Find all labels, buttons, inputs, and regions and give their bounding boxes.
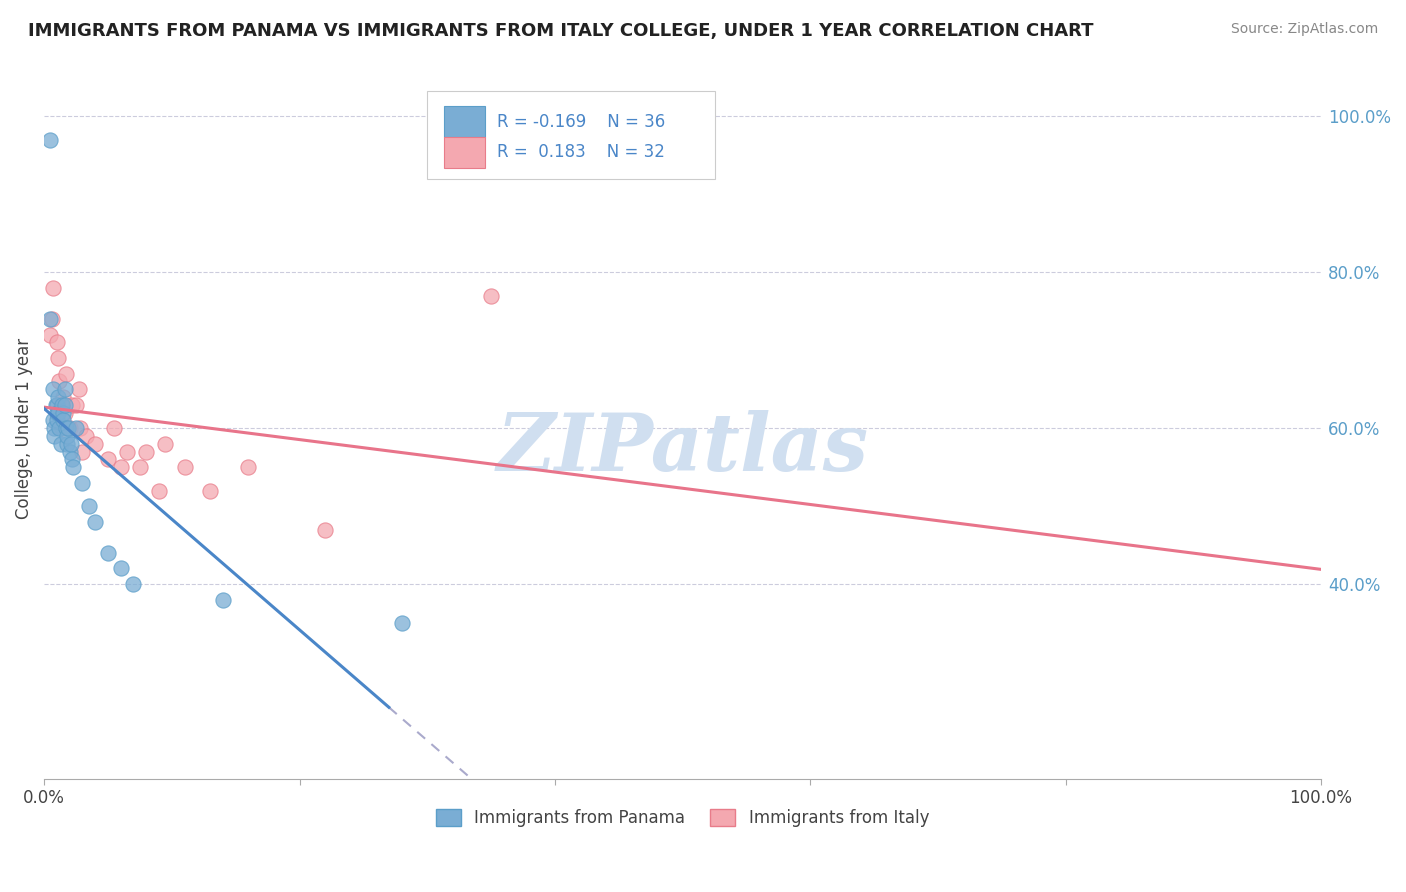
Text: R =  0.183    N = 32: R = 0.183 N = 32	[498, 144, 665, 161]
Point	[62, 460, 84, 475]
Point	[115, 444, 138, 458]
Point	[60, 398, 83, 412]
Point	[45, 406, 67, 420]
Point	[97, 546, 120, 560]
FancyBboxPatch shape	[444, 106, 485, 137]
Point	[77, 499, 100, 513]
Point	[52, 406, 75, 420]
Point	[479, 288, 502, 302]
Point	[69, 421, 91, 435]
Point	[72, 475, 94, 490]
Point	[58, 421, 80, 435]
Point	[51, 398, 73, 412]
Point	[56, 436, 79, 450]
Point	[56, 429, 79, 443]
Point	[42, 281, 65, 295]
Text: R = -0.169    N = 36: R = -0.169 N = 36	[498, 112, 665, 130]
Point	[48, 421, 70, 435]
Point	[53, 398, 76, 412]
Y-axis label: College, Under 1 year: College, Under 1 year	[15, 337, 32, 519]
Point	[39, 327, 62, 342]
Point	[314, 523, 336, 537]
Point	[55, 421, 77, 435]
Point	[42, 382, 65, 396]
Point	[67, 382, 90, 396]
Point	[59, 436, 82, 450]
Point	[44, 429, 66, 443]
Text: ZIPatlas: ZIPatlas	[496, 410, 869, 488]
Point	[84, 436, 107, 450]
Point	[59, 444, 82, 458]
Point	[44, 421, 66, 435]
Point	[238, 460, 260, 475]
Point	[135, 444, 157, 458]
Point	[59, 421, 82, 435]
Point	[128, 460, 150, 475]
Point	[110, 561, 132, 575]
Point	[65, 398, 87, 412]
Point	[84, 515, 107, 529]
Point	[97, 452, 120, 467]
Point	[75, 429, 97, 443]
FancyBboxPatch shape	[427, 92, 714, 179]
Point	[103, 421, 125, 435]
Point	[45, 413, 67, 427]
Point	[45, 398, 67, 412]
Point	[55, 367, 77, 381]
FancyBboxPatch shape	[444, 136, 485, 169]
Point	[52, 413, 75, 427]
Point	[198, 483, 221, 498]
Point	[52, 390, 75, 404]
Point	[51, 421, 73, 435]
Point	[46, 406, 69, 420]
Point	[212, 592, 235, 607]
Point	[53, 382, 76, 396]
Point	[45, 398, 67, 412]
Point	[53, 406, 76, 420]
Point	[48, 375, 70, 389]
Point	[41, 312, 63, 326]
Text: Source: ZipAtlas.com: Source: ZipAtlas.com	[1230, 22, 1378, 37]
Point	[173, 460, 195, 475]
Point	[39, 312, 62, 326]
Point	[60, 452, 83, 467]
Point	[65, 421, 87, 435]
Point	[39, 133, 62, 147]
Point	[155, 436, 177, 450]
Point	[148, 483, 170, 498]
Point	[45, 335, 67, 350]
Point	[46, 351, 69, 365]
Point	[122, 577, 145, 591]
Point	[46, 390, 69, 404]
Point	[72, 444, 94, 458]
Point	[110, 460, 132, 475]
Point	[49, 398, 72, 412]
Point	[49, 436, 72, 450]
Point	[391, 615, 413, 630]
Legend: Immigrants from Panama, Immigrants from Italy: Immigrants from Panama, Immigrants from …	[429, 802, 936, 834]
Point	[42, 413, 65, 427]
Text: IMMIGRANTS FROM PANAMA VS IMMIGRANTS FROM ITALY COLLEGE, UNDER 1 YEAR CORRELATIO: IMMIGRANTS FROM PANAMA VS IMMIGRANTS FRO…	[28, 22, 1094, 40]
